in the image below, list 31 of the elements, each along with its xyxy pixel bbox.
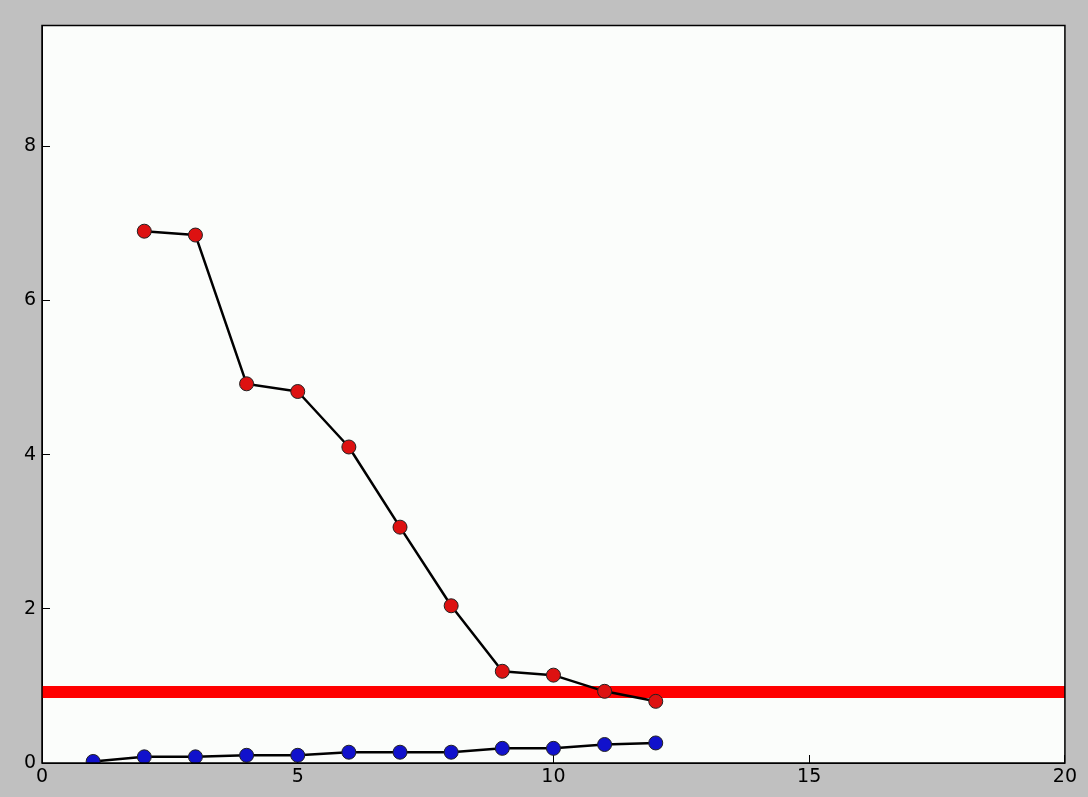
point [239, 376, 255, 392]
x-tick-label: 20 [1052, 764, 1078, 787]
y-tick-label: 6 [23, 287, 36, 310]
x-tick-label: 15 [797, 764, 822, 787]
point [494, 663, 510, 679]
point [545, 667, 561, 683]
x-tick-label: 10 [541, 764, 566, 787]
point [392, 744, 408, 760]
point [136, 749, 152, 763]
y-tick-label: 8 [23, 133, 36, 156]
point [443, 744, 459, 760]
point [187, 227, 203, 243]
point [290, 384, 306, 399]
point [290, 747, 306, 763]
point [239, 747, 255, 763]
point [648, 693, 664, 709]
point [136, 223, 152, 239]
point [545, 740, 561, 756]
y-tick-label: 4 [23, 441, 36, 464]
point [597, 683, 613, 699]
y-tick-label: 0 [23, 749, 36, 772]
point [494, 740, 510, 756]
point [341, 439, 357, 455]
point [392, 519, 408, 535]
point [597, 737, 613, 752]
y-tick-label: 2 [23, 595, 36, 618]
x-tick-label: 5 [291, 764, 304, 787]
point [341, 744, 357, 760]
point [648, 735, 664, 751]
point [187, 749, 203, 763]
point [443, 598, 459, 614]
